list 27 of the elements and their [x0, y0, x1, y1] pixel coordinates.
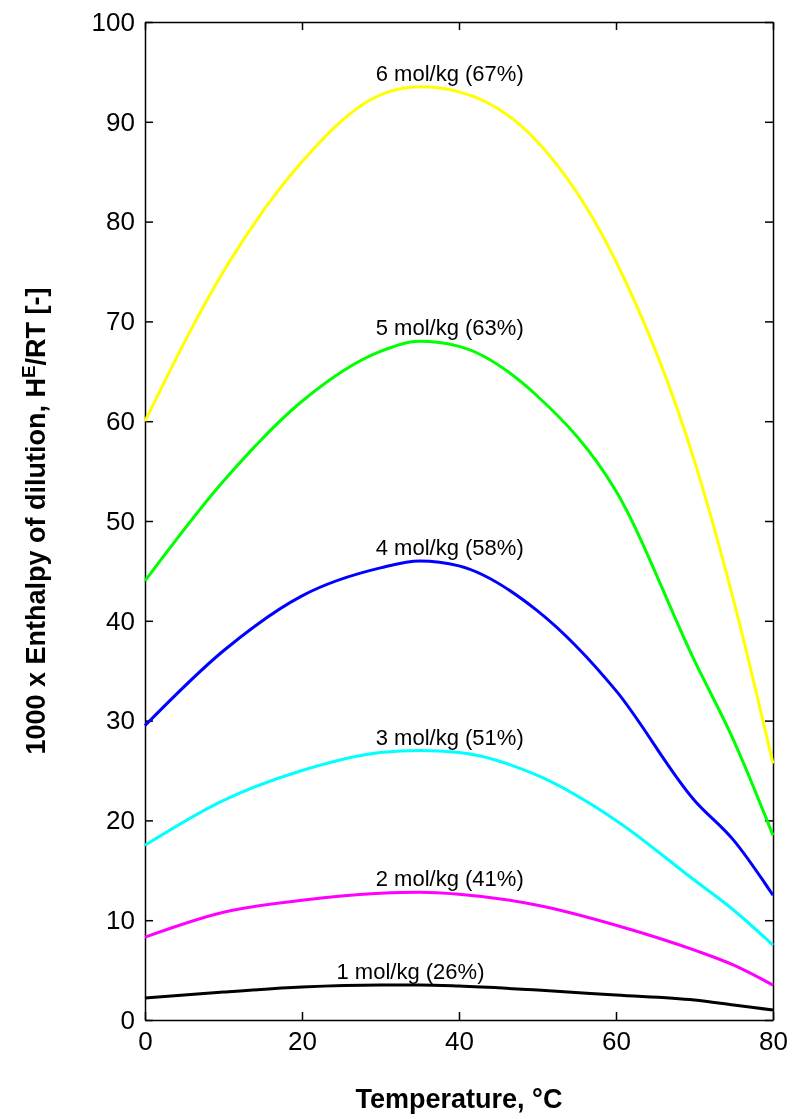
y-tick-label: 100 — [91, 6, 135, 37]
line-series — [143, 749, 775, 947]
x-tick-label: 80 — [759, 1026, 788, 1057]
x-tick-label: 60 — [602, 1026, 631, 1057]
y-tick-label: 20 — [106, 805, 135, 836]
y-tick-label: 70 — [106, 306, 135, 337]
y-tick-label: 10 — [106, 905, 135, 936]
y-tick-label: 90 — [106, 106, 135, 137]
y-tick-label: 40 — [106, 605, 135, 636]
y-tick-label: 30 — [106, 705, 135, 736]
y-tick-label: 50 — [106, 505, 135, 536]
x-axis-title: Temperature, °C — [355, 1084, 563, 1114]
series-label: 3 mol/kg (51%) — [375, 724, 524, 750]
series-label: 5 mol/kg (63%) — [375, 315, 524, 341]
line-series — [143, 890, 775, 987]
series-label: 4 mol/kg (58%) — [375, 534, 524, 560]
y-tick-label: 80 — [106, 206, 135, 237]
line-series — [143, 559, 775, 897]
y-tick-label: 60 — [106, 406, 135, 437]
x-tick-label: 40 — [445, 1026, 474, 1057]
y-tick-label: 0 — [120, 1004, 135, 1035]
series-label: 1 mol/kg (26%) — [336, 959, 485, 985]
line-series — [143, 339, 775, 837]
series-label: 2 mol/kg (41%) — [375, 866, 524, 892]
x-tick-label: 20 — [288, 1026, 317, 1057]
line-series — [143, 85, 775, 766]
series-label: 6 mol/kg (67%) — [375, 60, 524, 86]
